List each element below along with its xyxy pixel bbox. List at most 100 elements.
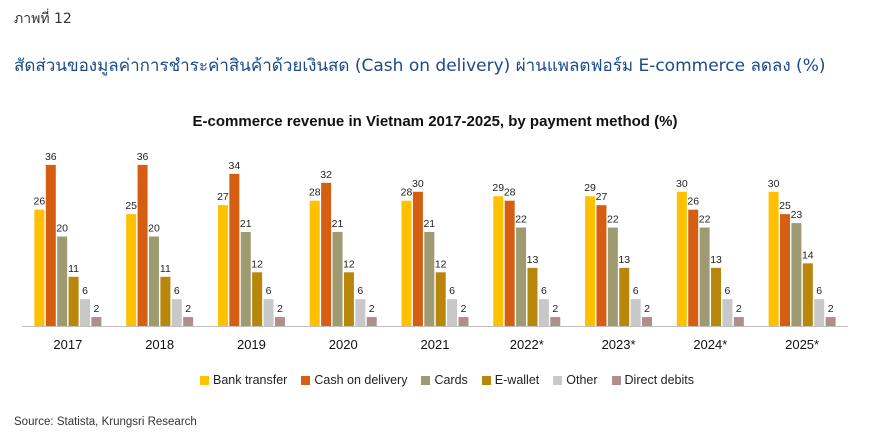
data-label: 21 <box>423 218 435 230</box>
bar <box>642 317 653 326</box>
bar <box>240 232 251 326</box>
bar <box>619 267 630 326</box>
data-label: 36 <box>137 151 149 163</box>
bar <box>607 227 618 326</box>
data-label: 34 <box>229 160 241 172</box>
x-tick-label: 2023* <box>602 337 636 352</box>
bar <box>45 164 56 326</box>
bar <box>722 299 733 326</box>
legend-swatch <box>611 375 621 385</box>
data-label: 29 <box>584 182 596 194</box>
bar <box>126 214 137 326</box>
legend-swatch <box>421 375 431 385</box>
data-label: 30 <box>676 178 688 190</box>
data-label: 6 <box>633 285 639 297</box>
bar <box>148 236 159 326</box>
legend-swatch <box>553 375 563 385</box>
legend-label: Cards <box>434 373 468 387</box>
bar <box>34 209 45 326</box>
legend-label: Direct debits <box>624 373 695 387</box>
bar <box>585 196 596 326</box>
bar <box>79 299 90 326</box>
data-label: 27 <box>596 191 608 203</box>
bar <box>160 276 171 326</box>
x-tick-label: 2024* <box>693 337 727 352</box>
data-label: 6 <box>266 285 272 297</box>
legend-item-other: Other <box>553 373 598 387</box>
bar <box>321 182 332 326</box>
bar <box>343 272 354 326</box>
legend-swatch <box>200 375 209 385</box>
data-label: 6 <box>357 285 363 297</box>
bar <box>229 173 240 326</box>
data-label: 6 <box>82 285 88 297</box>
legend-item-bank-transfer: Bank transfer <box>200 373 287 387</box>
chart-legend: Bank transfer Cash on delivery Cards E-w… <box>200 373 694 387</box>
data-label: 28 <box>309 187 321 199</box>
legend-item-cash-on-delivery: Cash on delivery <box>301 373 407 387</box>
data-label: 21 <box>332 218 344 230</box>
data-label: 22 <box>699 214 711 226</box>
data-label: 11 <box>68 263 79 275</box>
bar <box>57 236 68 326</box>
data-label: 23 <box>791 209 803 221</box>
data-label: 11 <box>160 263 171 275</box>
data-label: 30 <box>412 178 424 190</box>
bar <box>274 317 285 326</box>
header-title: สัดส่วนของมูลค่าการชำระค่าสินค้าด้วยเงิน… <box>14 56 826 76</box>
x-tick-label: 2018 <box>145 337 174 352</box>
data-label: 6 <box>541 285 547 297</box>
data-label: 13 <box>710 254 722 266</box>
bar <box>596 205 607 326</box>
source-note: Source: Statista, Krungsri Research <box>14 416 197 428</box>
x-tick-label: 2025* <box>785 337 819 352</box>
bar <box>332 232 343 326</box>
data-label: 25 <box>779 200 791 212</box>
data-label: 32 <box>320 169 332 181</box>
bar <box>504 200 515 326</box>
data-label: 2 <box>552 303 558 315</box>
figure-label: ภาพที่ 12 <box>14 11 72 27</box>
legend-label: E-wallet <box>494 373 540 387</box>
legend-item-direct-debits: Direct debits <box>611 373 695 387</box>
bar <box>791 223 802 326</box>
data-label: 28 <box>401 187 413 199</box>
data-label: 30 <box>768 178 780 190</box>
x-tick-label: 2019 <box>237 337 266 352</box>
legend-swatch <box>481 375 491 385</box>
data-label: 2 <box>644 303 650 315</box>
bar <box>435 272 446 326</box>
data-label: 21 <box>240 218 252 230</box>
data-label: 6 <box>816 285 822 297</box>
data-label: 2 <box>185 303 191 315</box>
data-label: 25 <box>125 200 137 212</box>
bar <box>768 191 779 326</box>
bar <box>263 299 274 326</box>
bar <box>711 267 722 326</box>
bar <box>550 317 561 326</box>
bar <box>68 276 79 326</box>
legend-swatch <box>301 375 311 385</box>
bar <box>458 317 469 326</box>
data-label: 36 <box>45 151 57 163</box>
bar <box>825 317 836 326</box>
data-label: 2 <box>736 303 742 315</box>
data-label: 12 <box>343 258 355 270</box>
bar <box>688 209 699 326</box>
legend-label: Other <box>566 373 598 387</box>
bar <box>814 299 825 326</box>
data-label: 26 <box>687 196 699 208</box>
bar <box>412 191 423 326</box>
bar <box>733 317 744 326</box>
data-label: 28 <box>504 187 516 199</box>
bar <box>780 214 791 326</box>
data-label: 13 <box>618 254 630 266</box>
bar <box>447 299 458 326</box>
bar <box>137 164 148 326</box>
bar <box>424 232 435 326</box>
legend-label: Cash on delivery <box>314 373 408 387</box>
bar <box>802 263 813 326</box>
data-label: 2 <box>369 303 375 315</box>
data-label: 6 <box>725 285 731 297</box>
bar <box>516 227 527 326</box>
